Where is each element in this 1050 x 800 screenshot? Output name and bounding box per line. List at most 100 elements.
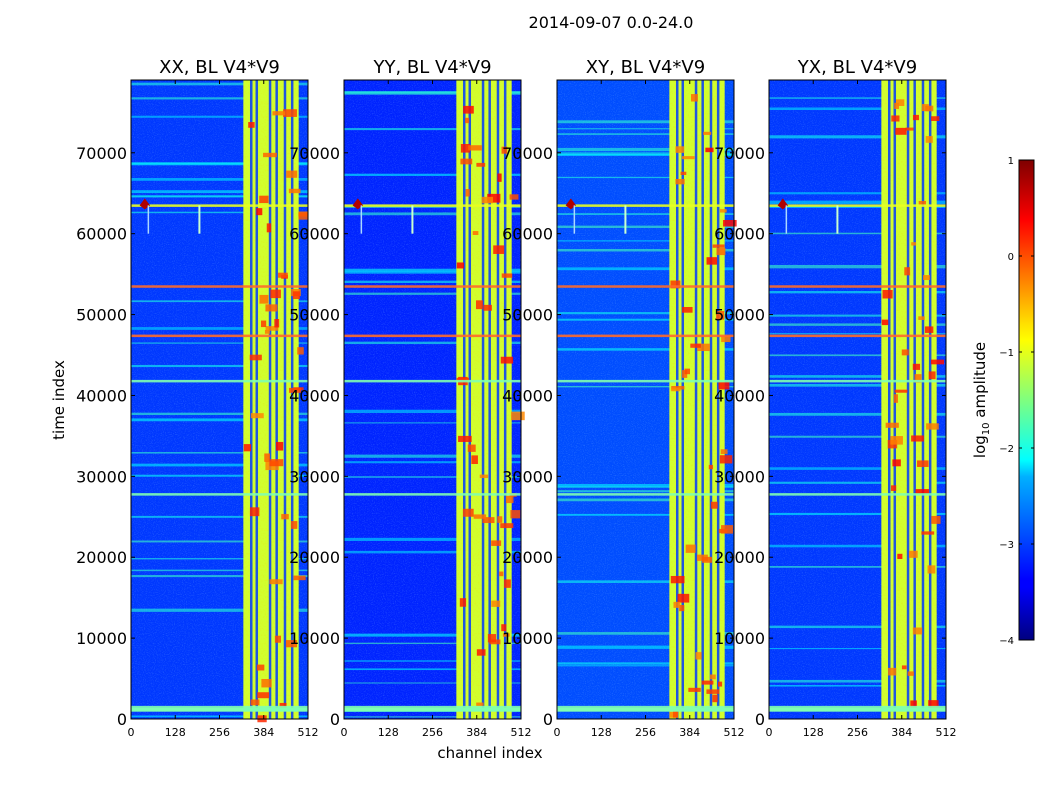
faint-band bbox=[131, 540, 308, 543]
rfi-blotch bbox=[249, 354, 262, 361]
faint-band bbox=[344, 682, 521, 684]
faint-band bbox=[769, 544, 946, 548]
rfi-blotch bbox=[257, 692, 270, 699]
rfi-blotch bbox=[892, 459, 901, 467]
colorbar: 10−1−2−3−4 log10 amplitude bbox=[971, 156, 1035, 647]
rfi-blotch bbox=[468, 145, 482, 151]
x-tick-label: 0 bbox=[554, 726, 561, 739]
channel-gap bbox=[921, 80, 925, 719]
rfi-blotch bbox=[293, 575, 306, 581]
faint-band bbox=[131, 97, 308, 100]
low-band bbox=[344, 707, 521, 712]
colorbar-tick-label: −2 bbox=[999, 444, 1014, 455]
faint-band bbox=[557, 490, 734, 493]
faint-band bbox=[344, 550, 521, 553]
y-tick-label: 40000 bbox=[714, 386, 765, 405]
rfi-blotch bbox=[286, 170, 298, 178]
faint-band bbox=[769, 679, 946, 683]
faint-band bbox=[344, 552, 521, 554]
rfi-blotch bbox=[497, 173, 502, 182]
rfi-blotch bbox=[670, 280, 681, 289]
rfi-blotch bbox=[703, 131, 712, 135]
x-tick-label: 0 bbox=[766, 726, 773, 739]
rfi-blotch bbox=[505, 495, 514, 504]
rfi-blotch bbox=[250, 699, 260, 706]
panel-title: YX, BL V4*V9 bbox=[797, 57, 917, 78]
colorbar-gradient bbox=[1018, 159, 1035, 641]
rfi-time-event bbox=[344, 334, 521, 338]
drip-line bbox=[198, 205, 201, 234]
rfi-blotch bbox=[501, 273, 513, 278]
faint-band bbox=[131, 178, 308, 181]
faint-band bbox=[131, 569, 308, 572]
rfi-blotch bbox=[499, 571, 504, 577]
faint-band bbox=[344, 268, 521, 272]
low-band bbox=[557, 707, 734, 712]
rfi-blotch bbox=[472, 231, 479, 235]
rfi-blotch bbox=[261, 679, 272, 688]
rfi-blotch bbox=[270, 289, 281, 299]
rfi-blotch bbox=[677, 593, 690, 603]
rfi-blotch bbox=[710, 674, 716, 680]
rfi-blotch bbox=[274, 318, 280, 328]
x-tick-label: 384 bbox=[891, 726, 912, 739]
rfi-blotch bbox=[706, 689, 720, 694]
rfi-blotch bbox=[465, 117, 470, 124]
faint-band bbox=[557, 213, 734, 215]
faint-band bbox=[131, 300, 308, 303]
faint-band bbox=[131, 211, 308, 214]
faint-band bbox=[769, 200, 946, 204]
faint-band bbox=[344, 280, 521, 283]
rfi-blotch bbox=[710, 501, 718, 509]
rfi-blotch bbox=[891, 115, 900, 122]
rfi-blotch bbox=[675, 146, 685, 153]
rfi-blotch bbox=[896, 99, 905, 106]
faint-band bbox=[344, 476, 521, 478]
faint-band bbox=[344, 173, 521, 176]
drip-line bbox=[147, 205, 150, 234]
rfi-blotch bbox=[930, 359, 945, 365]
rfi-blotch bbox=[481, 196, 494, 204]
panel-title: XX, BL V4*V9 bbox=[159, 57, 280, 78]
rfi-time-event bbox=[344, 379, 521, 383]
x-tick-label: 384 bbox=[466, 726, 487, 739]
panel-0: XX, BL V4*V9 0 128 256 384 512 0 10000 20000 3000… bbox=[76, 57, 318, 739]
rfi-blotch bbox=[288, 188, 301, 194]
faint-band bbox=[557, 513, 734, 516]
rfi-blotch bbox=[265, 304, 278, 312]
rfi-blotch bbox=[259, 294, 269, 304]
rfi-blotch bbox=[679, 604, 685, 612]
rfi-blotch bbox=[925, 136, 933, 143]
rfi-blotch bbox=[908, 550, 918, 558]
faint-band bbox=[344, 660, 521, 662]
rfi-blotch bbox=[476, 649, 486, 656]
rfi-blotch bbox=[911, 242, 917, 246]
rfi-blotch bbox=[269, 579, 283, 585]
rfi-blotch bbox=[274, 635, 281, 643]
burst-feature bbox=[352, 198, 364, 210]
rfi-time-event bbox=[344, 493, 521, 496]
rfi-blotch bbox=[459, 598, 467, 607]
faint-band bbox=[557, 225, 734, 228]
rfi-blotch bbox=[493, 245, 505, 254]
faint-band bbox=[769, 333, 946, 335]
rfi-blotch bbox=[716, 248, 726, 256]
rfi-blotch bbox=[673, 601, 681, 608]
x-tick-label: 512 bbox=[724, 726, 745, 739]
faint-band bbox=[131, 608, 308, 612]
rfi-blotch bbox=[460, 143, 471, 153]
channel-gap bbox=[675, 80, 679, 719]
y-tick-label: 60000 bbox=[289, 225, 340, 244]
rfi-blotch bbox=[901, 665, 907, 670]
rfi-blotch bbox=[269, 459, 284, 467]
faint-band bbox=[557, 348, 734, 351]
rfi-time-event bbox=[131, 705, 308, 709]
rfi-blotch bbox=[510, 510, 521, 519]
faint-band bbox=[344, 128, 521, 131]
rfi-blotch bbox=[671, 387, 681, 392]
rfi-blotch bbox=[721, 335, 731, 343]
faint-band bbox=[769, 481, 946, 484]
x-tick-label: 512 bbox=[511, 726, 532, 739]
faint-band bbox=[344, 270, 521, 274]
